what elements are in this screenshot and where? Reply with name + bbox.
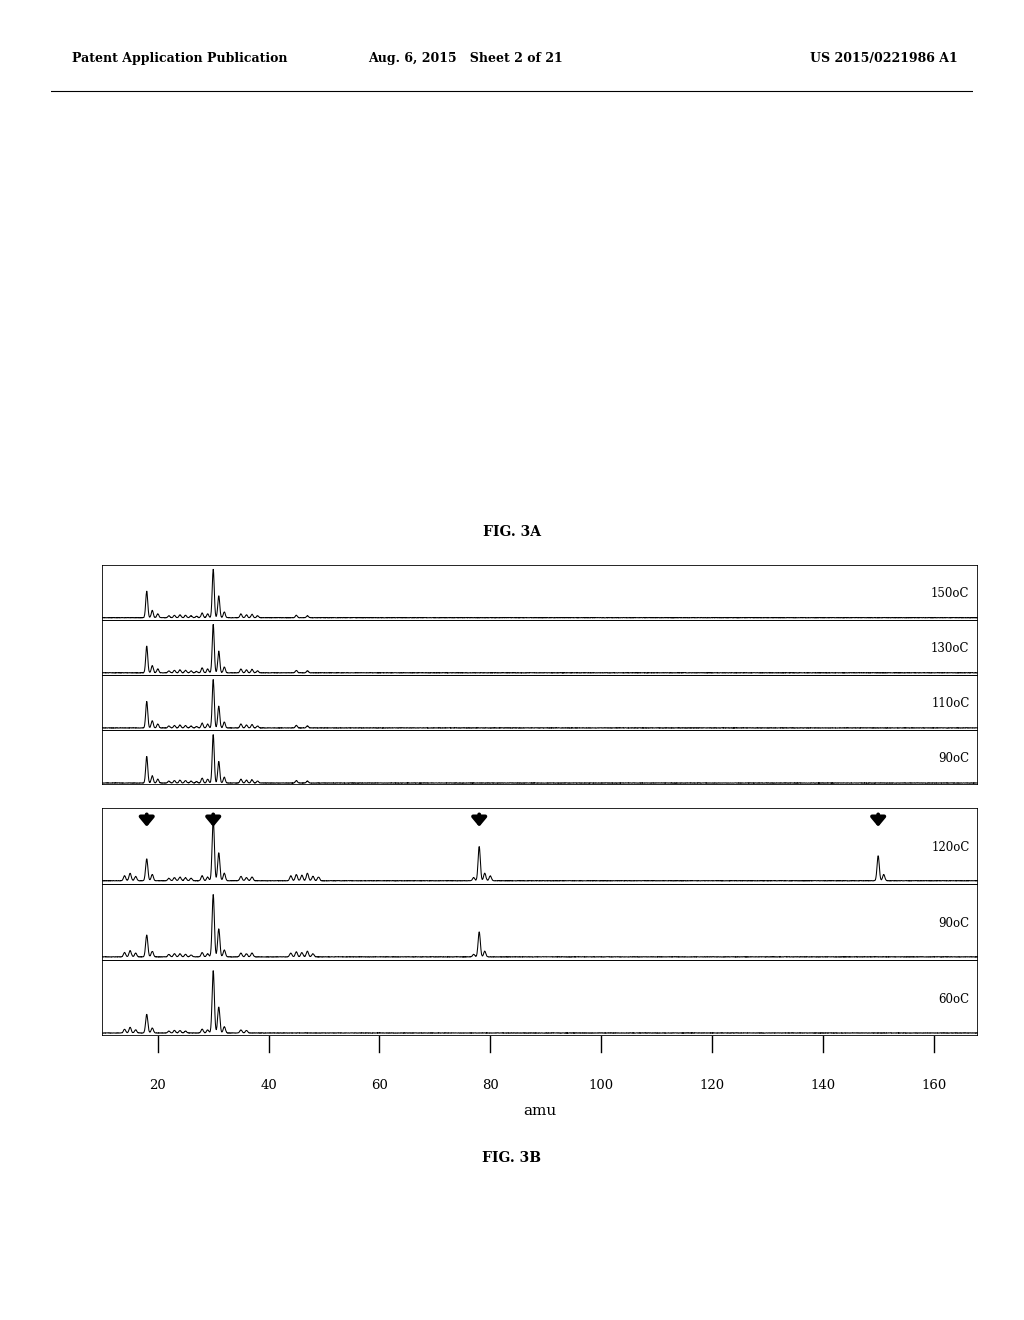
Text: 160: 160 [921,1078,946,1092]
Text: 110oC: 110oC [931,697,970,710]
Text: FIG. 3B: FIG. 3B [482,1151,542,1164]
Text: FIG. 3A: FIG. 3A [483,525,541,539]
Text: Patent Application Publication: Patent Application Publication [72,51,287,65]
Text: 60oC: 60oC [938,993,970,1006]
Text: Aug. 6, 2015   Sheet 2 of 21: Aug. 6, 2015 Sheet 2 of 21 [369,51,563,65]
Text: US 2015/0221986 A1: US 2015/0221986 A1 [810,51,957,65]
Text: 130oC: 130oC [931,643,970,655]
Text: 120oC: 120oC [931,841,970,854]
Text: 60: 60 [371,1078,388,1092]
Text: 40: 40 [260,1078,278,1092]
Text: 150oC: 150oC [931,587,970,601]
Text: 90oC: 90oC [938,752,970,766]
Text: 120: 120 [699,1078,725,1092]
Text: amu: amu [523,1104,557,1118]
Text: 140: 140 [810,1078,836,1092]
Text: 100: 100 [589,1078,613,1092]
Text: 80: 80 [482,1078,499,1092]
Text: 20: 20 [150,1078,166,1092]
Text: 90oC: 90oC [938,917,970,931]
